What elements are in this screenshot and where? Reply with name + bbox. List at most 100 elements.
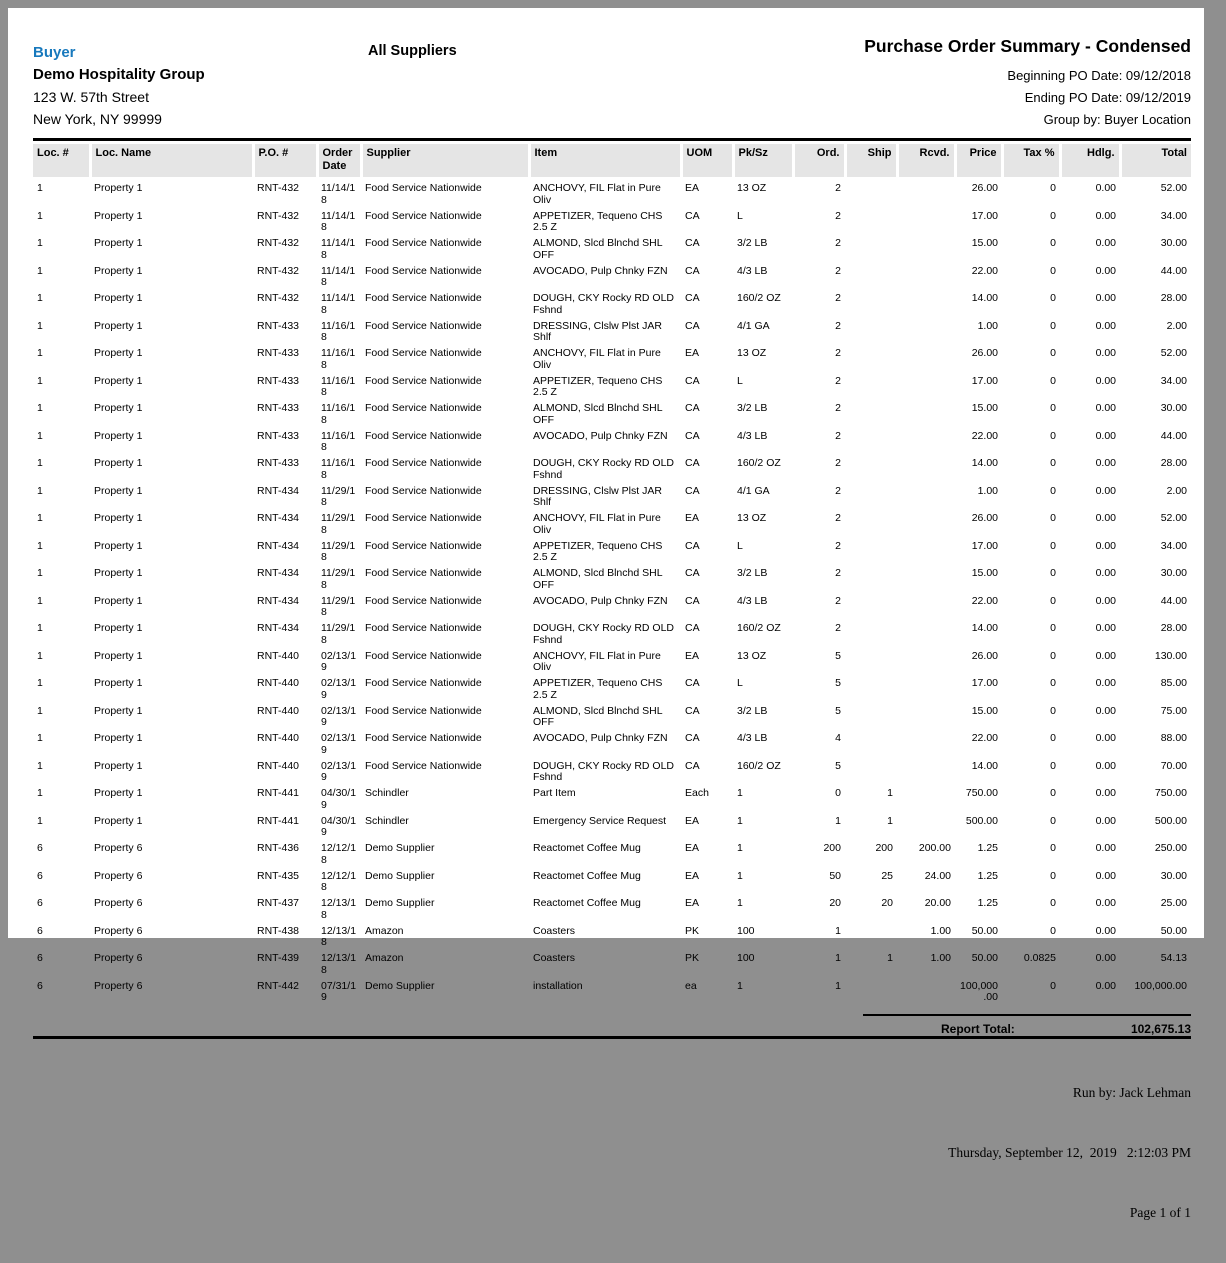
table-row: 6 Property 6 RNT-442 07/31/19 Demo Supplier i…: [33, 978, 1191, 1006]
cell-loc-num: 6: [37, 897, 43, 909]
cell-supplier: Amazon: [365, 924, 404, 937]
cell-loc-num: 1: [37, 374, 43, 387]
cell-loc-name: Property 1: [94, 209, 143, 222]
cell-pk-sz: L: [737, 374, 743, 387]
cell-loc-name: Property 1: [94, 484, 143, 497]
cell-loc-name: Property 1: [94, 677, 143, 689]
cell-item: AVOCADO, Pulp Chnky FZN: [533, 429, 668, 442]
cell-item: ANCHOVY, FIL Flat in Pure Oliv: [533, 512, 661, 536]
cell-total: 28.00: [1160, 457, 1187, 469]
cell-tax-pct: 0: [1050, 319, 1056, 332]
column-header-po-num: P.O. #: [251, 144, 317, 177]
cell-loc-name: Property 1: [94, 594, 143, 607]
cell-hdlg: 0.00: [1095, 512, 1116, 524]
cell-tax-pct: 0: [1050, 814, 1056, 827]
buyer-block: Buyer Demo Hospitality Group 123 W. 57th…: [33, 42, 205, 130]
cell-uom: EA: [685, 842, 700, 854]
cell-tax-pct: 0: [1050, 292, 1056, 304]
cell-po-num: RNT-432: [257, 292, 300, 304]
cell-total: 34.00: [1160, 374, 1187, 387]
cell-total: 100,000.00: [1134, 979, 1187, 992]
cell-po-num: RNT-432: [257, 237, 300, 249]
cell-rcvd: [897, 813, 955, 841]
cell-order-date: 07/31/19: [321, 979, 357, 1003]
cell-loc-num: 1: [37, 649, 43, 662]
report-title-block: Purchase Order Summary - Condensed Begin…: [864, 36, 1191, 131]
cell-rcvd: [897, 263, 955, 291]
cell-hdlg: 0.00: [1095, 237, 1116, 249]
cell-rcvd: [897, 511, 955, 539]
cell-supplier: Food Service Nationwide: [365, 484, 482, 497]
cell-price: 500.00: [965, 814, 998, 827]
cell-rcvd: [897, 456, 955, 484]
cell-hdlg: 0.00: [1095, 567, 1116, 579]
cell-uom: EA: [685, 512, 700, 524]
cell-item: AVOCADO, Pulp Chnky FZN: [533, 732, 668, 744]
cell-po-num: RNT-440: [257, 649, 300, 662]
cell-ord: 2: [835, 594, 841, 607]
cell-loc-name: Property 1: [94, 814, 143, 827]
cell-pk-sz: 4/3 LB: [737, 594, 768, 607]
cell-hdlg: 0.00: [1095, 539, 1116, 552]
cell-uom: CA: [685, 732, 700, 744]
cell-tax-pct: 0: [1050, 539, 1056, 552]
cell-supplier: Food Service Nationwide: [365, 649, 482, 662]
cell-hdlg: 0.00: [1095, 292, 1116, 304]
cell-order-date: 02/13/19: [321, 704, 357, 728]
table-header-row: Loc. # Loc. Name P.O. # Order Date Supplier I…: [33, 144, 1191, 177]
cell-tax-pct: 0: [1050, 704, 1056, 717]
cell-loc-num: 1: [37, 292, 43, 304]
cell-total: 85.00: [1160, 677, 1187, 689]
cell-hdlg: 0.00: [1095, 979, 1116, 992]
cell-item: AVOCADO, Pulp Chnky FZN: [533, 594, 668, 607]
cell-po-num: RNT-432: [257, 209, 300, 222]
cell-loc-num: 1: [37, 759, 43, 772]
cell-price: 1.25: [977, 842, 998, 854]
group-by: Group by: Buyer Location: [1043, 112, 1191, 127]
cell-supplier: Food Service Nationwide: [365, 182, 482, 194]
cell-item: APPETIZER, Tequeno CHS 2.5 Z: [533, 209, 663, 233]
cell-loc-name: Property 1: [94, 182, 143, 194]
cell-supplier: Food Service Nationwide: [365, 237, 482, 249]
cell-order-date: 04/30/19: [321, 787, 357, 811]
cell-total: 30.00: [1160, 402, 1187, 414]
beginning-po-date: Beginning PO Date: 09/12/2018: [1007, 68, 1191, 83]
cell-pk-sz: 160/2 OZ: [737, 292, 781, 304]
column-header-uom: UOM: [679, 144, 733, 177]
cell-tax-pct: 0: [1050, 924, 1056, 937]
cell-item: DOUGH, CKY Rocky RD OLD Fshnd: [533, 622, 674, 646]
cell-ord: 2: [835, 237, 841, 249]
cell-pk-sz: 3/2 LB: [737, 704, 768, 717]
report-header: Buyer Demo Hospitality Group 123 W. 57th…: [33, 36, 1191, 138]
cell-tax-pct: 0: [1050, 237, 1056, 249]
table-row: 1 Property 1 RNT-440 02/13/19 Food Service N…: [33, 648, 1191, 676]
cell-loc-num: 1: [37, 264, 43, 277]
cell-hdlg: 0.00: [1095, 484, 1116, 497]
cell-total: 500.00: [1154, 814, 1187, 827]
cell-supplier: Food Service Nationwide: [365, 347, 482, 359]
cell-ship: [845, 373, 897, 401]
cell-rcvd: [897, 318, 955, 346]
cell-price: 22.00: [971, 264, 998, 277]
cell-ship: 200: [875, 842, 893, 854]
cell-ship: [845, 731, 897, 759]
cell-order-date: 11/16/18: [321, 374, 356, 398]
cell-item: DOUGH, CKY Rocky RD OLD Fshnd: [533, 292, 674, 316]
cell-total: 130.00: [1154, 649, 1187, 662]
cell-total: 34.00: [1160, 539, 1187, 552]
cell-order-date: 11/16/18: [321, 457, 356, 481]
cell-tax-pct: 0: [1050, 402, 1056, 414]
cell-loc-name: Property 1: [94, 759, 143, 772]
table-row: 1 Property 1 RNT-434 11/29/18 Food Service N…: [33, 593, 1191, 621]
cell-po-num: RNT-434: [257, 484, 300, 497]
cell-tax-pct: 0: [1050, 787, 1056, 799]
cell-rcvd: [897, 648, 955, 676]
cell-supplier: Food Service Nationwide: [365, 704, 482, 717]
cell-uom: CA: [685, 374, 700, 387]
cell-total: 44.00: [1160, 264, 1187, 277]
cell-ord: 4: [835, 732, 841, 744]
table-row: 1 Property 1 RNT-440 02/13/19 Food Service N…: [33, 758, 1191, 786]
cell-supplier: Food Service Nationwide: [365, 539, 482, 552]
cell-hdlg: 0.00: [1095, 264, 1116, 277]
suppliers-filter-label: All Suppliers: [368, 43, 457, 59]
